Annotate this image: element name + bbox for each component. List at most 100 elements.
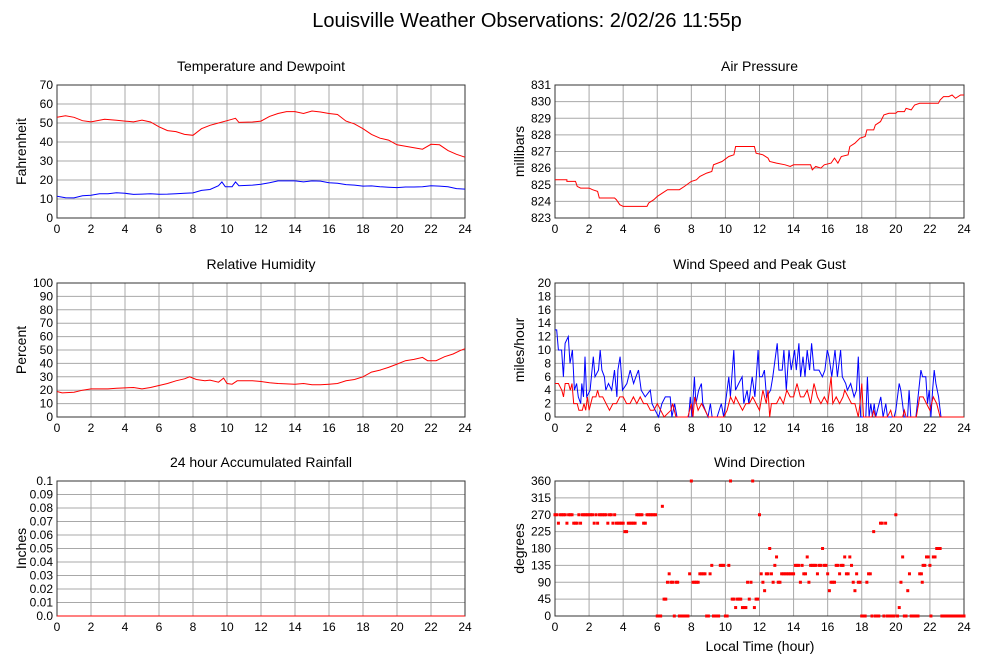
x-tick-label: 12 — [753, 421, 767, 435]
data-point — [553, 513, 557, 517]
y-axis-label: millibars — [511, 126, 527, 177]
x-tick-label: 16 — [322, 421, 336, 435]
data-point — [555, 513, 559, 517]
y-tick-label: 6 — [544, 370, 551, 384]
y-tick-label: 0.08 — [30, 501, 54, 515]
series-line-red — [56, 110, 466, 158]
data-point — [601, 513, 605, 517]
data-point — [628, 521, 632, 525]
y-tick-label: 0 — [46, 410, 53, 424]
data-point — [679, 614, 683, 618]
data-point — [920, 580, 924, 584]
y-tick-label: 270 — [531, 508, 551, 522]
data-point — [723, 614, 727, 618]
data-point — [838, 572, 842, 576]
y-tick-label: 829 — [531, 111, 551, 125]
data-point — [642, 521, 646, 525]
data-point — [729, 479, 733, 483]
data-point — [861, 614, 865, 618]
x-tick-label: 18 — [855, 421, 869, 435]
data-point — [829, 580, 833, 584]
data-point — [720, 563, 724, 567]
data-point — [672, 614, 676, 618]
x-tick-label: 22 — [923, 222, 937, 236]
x-tick-label: 8 — [190, 620, 197, 634]
data-point — [572, 521, 576, 525]
y-tick-label: 0.06 — [30, 528, 54, 542]
data-point — [839, 563, 843, 567]
data-point — [935, 547, 939, 550]
x-tick-label: 24 — [458, 421, 472, 435]
y-tick-label: 824 — [531, 194, 551, 208]
data-point — [793, 563, 797, 567]
data-point — [623, 530, 627, 534]
data-point — [821, 547, 825, 550]
x-tick-label: 14 — [787, 620, 801, 634]
y-tick-label: 360 — [531, 474, 551, 488]
data-point — [947, 614, 951, 618]
data-point — [659, 614, 663, 618]
data-point — [739, 597, 743, 601]
x-tick-label: 4 — [122, 421, 129, 435]
data-point — [758, 513, 761, 517]
plot-frame — [56, 282, 466, 418]
x-tick-label: 20 — [390, 421, 404, 435]
y-tick-label: 16 — [538, 303, 552, 317]
data-point — [882, 614, 886, 618]
data-point — [626, 521, 630, 525]
x-tick-label: 10 — [220, 222, 234, 236]
data-point — [609, 513, 613, 517]
chart-title: 24 hour Accumulated Rainfall — [170, 454, 352, 470]
data-point — [570, 513, 574, 517]
x-tick-label: 16 — [821, 222, 835, 236]
data-point — [568, 513, 572, 517]
data-point — [725, 614, 729, 618]
data-point — [781, 572, 785, 576]
data-point — [875, 614, 879, 618]
data-point — [608, 513, 612, 517]
data-point — [749, 580, 753, 584]
data-point — [751, 479, 755, 483]
data-point — [858, 580, 862, 584]
data-point — [926, 555, 930, 559]
x-tick-label: 8 — [190, 222, 197, 236]
series-line-red — [555, 376, 964, 418]
x-tick-label: 6 — [156, 421, 163, 435]
data-point — [824, 563, 828, 567]
data-point — [693, 580, 697, 584]
data-point — [957, 614, 961, 618]
data-point — [798, 580, 802, 584]
data-point — [711, 614, 715, 618]
data-point — [677, 614, 681, 618]
data-point — [602, 513, 606, 517]
y-tick-label: 14 — [538, 316, 552, 330]
data-point — [619, 521, 623, 525]
x-tick-label: 10 — [719, 421, 733, 435]
y-tick-label: 4 — [544, 383, 551, 397]
data-point — [894, 513, 898, 517]
chart-title: Relative Humidity — [207, 256, 316, 272]
x-tick-label: 16 — [821, 620, 835, 634]
data-point — [580, 513, 584, 517]
x-tick-label: 16 — [322, 620, 336, 634]
data-point — [885, 614, 889, 618]
x-tick-label: 10 — [719, 222, 733, 236]
data-point — [597, 513, 601, 517]
x-tick-label: 10 — [719, 620, 733, 634]
data-point — [936, 547, 940, 550]
data-point — [587, 513, 591, 517]
data-point — [953, 614, 957, 618]
data-point — [662, 597, 666, 601]
data-point — [855, 572, 859, 576]
data-point — [827, 589, 831, 593]
data-point — [746, 580, 750, 584]
data-point — [802, 572, 806, 576]
x-tick-label: 2 — [586, 222, 593, 236]
data-point — [664, 597, 668, 601]
x-tick-label: 14 — [787, 421, 801, 435]
data-point — [921, 563, 925, 567]
data-point — [822, 563, 826, 567]
y-tick-label: 0 — [46, 211, 53, 225]
x-tick-label: 6 — [654, 620, 661, 634]
y-tick-label: 45 — [538, 592, 552, 606]
